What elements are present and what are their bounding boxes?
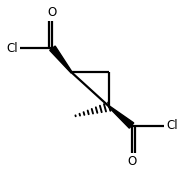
Text: Cl: Cl <box>6 42 18 55</box>
Text: Cl: Cl <box>166 119 178 132</box>
Polygon shape <box>50 46 72 73</box>
Text: O: O <box>48 6 57 19</box>
Text: O: O <box>127 155 136 168</box>
Polygon shape <box>109 106 134 128</box>
